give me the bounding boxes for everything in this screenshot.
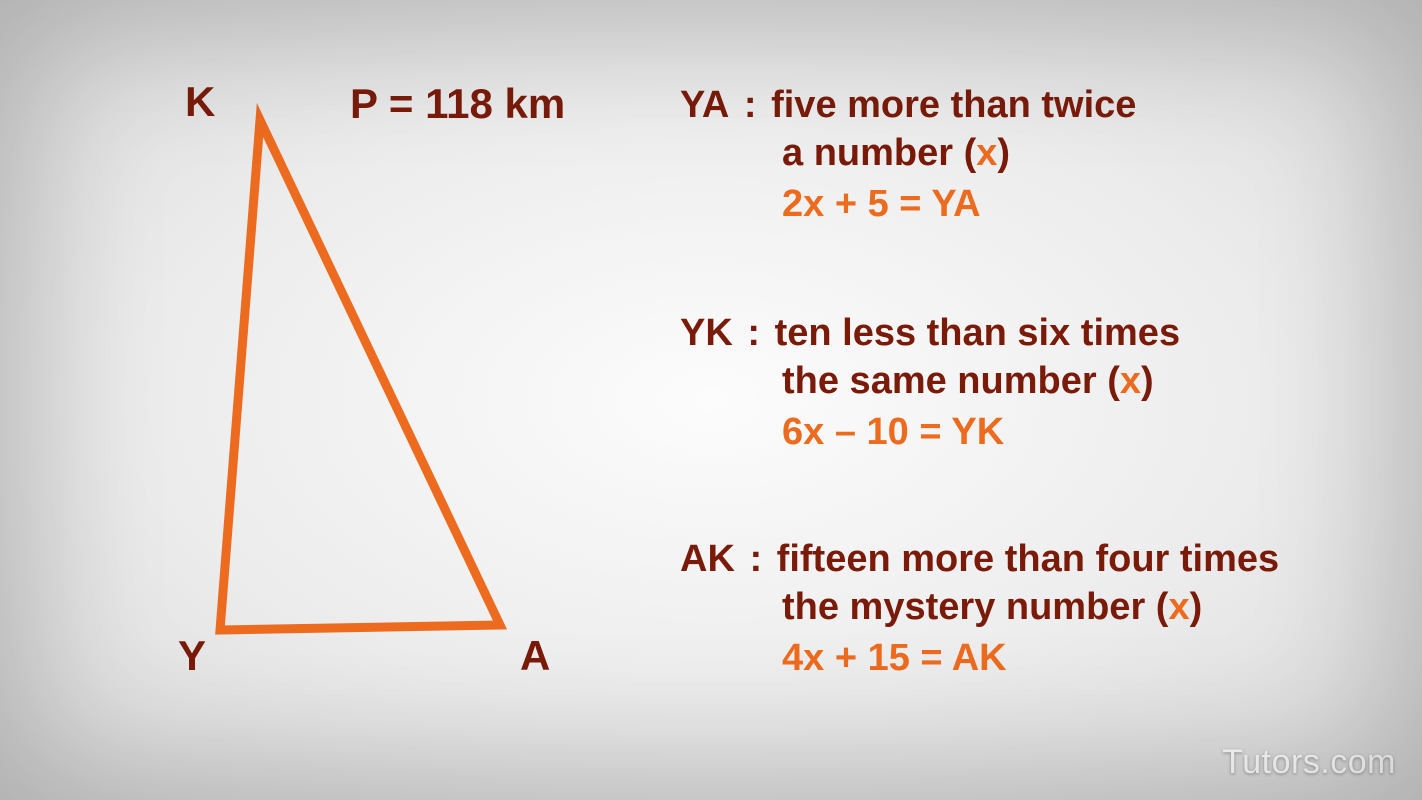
- side-ya-label: YA: [680, 82, 729, 130]
- side-yk-line2b: ): [1141, 360, 1154, 402]
- side-ak-equation: 4x + 15 = AK: [782, 637, 1380, 680]
- side-ya-line2a: a number (: [782, 132, 976, 174]
- vertex-k-label: K: [185, 78, 215, 126]
- side-yk-line1: ten less than six times: [775, 312, 1181, 354]
- vertex-a-label: A: [520, 632, 550, 680]
- perimeter-text: P = 118 km: [350, 80, 565, 128]
- side-ya-block: YA : five more than twice a number (x) 2…: [680, 82, 1380, 226]
- side-yk-desc: YK : ten less than six times the same nu…: [680, 310, 1380, 405]
- side-yk-block: YK : ten less than six times the same nu…: [680, 310, 1380, 454]
- watermark-text: Tutors.com: [1222, 743, 1396, 782]
- colon: :: [747, 310, 760, 358]
- side-ak-desc: AK : fifteen more than four times the my…: [680, 536, 1380, 631]
- side-ya-line1: five more than twice: [771, 84, 1136, 126]
- slide-canvas: K Y A P = 118 km YA : five more than twi…: [0, 0, 1422, 800]
- side-yk-label: YK: [680, 310, 733, 358]
- side-ak-line2b: ): [1190, 586, 1203, 628]
- side-ak-block: AK : fifteen more than four times the my…: [680, 536, 1380, 680]
- side-ak-line1: fifteen more than four times: [777, 538, 1280, 580]
- colon: :: [744, 82, 757, 130]
- triangle-shape: [220, 120, 500, 630]
- side-ak-label: AK: [680, 536, 735, 584]
- variable-x: x: [1168, 586, 1189, 628]
- side-ya-desc: YA : five more than twice a number (x): [680, 82, 1380, 177]
- side-yk-equation: 6x – 10 = YK: [782, 411, 1380, 454]
- variable-x: x: [976, 132, 997, 174]
- side-ya-line2b: ): [997, 132, 1010, 174]
- variable-x: x: [1120, 360, 1141, 402]
- colon: :: [749, 536, 762, 584]
- side-yk-line2a: the same number (: [782, 360, 1120, 402]
- side-ak-line2a: the mystery number (: [782, 586, 1168, 628]
- triangle-yak: [180, 90, 640, 700]
- side-ya-equation: 2x + 5 = YA: [782, 183, 1380, 226]
- vertex-y-label: Y: [178, 632, 206, 680]
